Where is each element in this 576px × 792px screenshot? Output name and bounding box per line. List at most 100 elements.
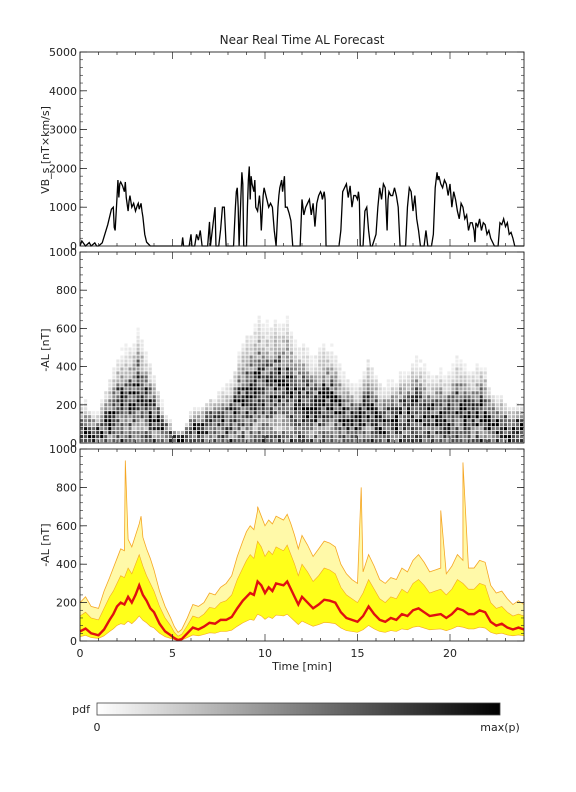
- pdf-cell: [140, 371, 144, 375]
- pdf-cell: [289, 335, 294, 339]
- pdf-cell: [427, 415, 431, 419]
- pdf-cell: [112, 427, 116, 431]
- pdf-cell: [293, 359, 298, 363]
- pdf-cell: [346, 403, 350, 407]
- pdf-cell: [503, 419, 507, 423]
- pdf-cell: [172, 435, 176, 439]
- pdf-cell: [217, 431, 221, 435]
- pdf-cell: [455, 435, 459, 439]
- pdf-cell: [116, 403, 120, 407]
- pdf-cell: [148, 387, 152, 391]
- pdf-cell: [261, 371, 265, 375]
- pdf-cell: [152, 391, 156, 395]
- pdf-cell: [225, 391, 229, 395]
- pdf-cell: [249, 407, 253, 411]
- pdf-cell: [342, 403, 346, 407]
- pdf-cell: [112, 387, 116, 391]
- pdf-cell: [310, 379, 314, 383]
- pdf-cell: [318, 415, 322, 419]
- pdf-cell: [265, 383, 269, 387]
- pdf-cell: [346, 387, 350, 391]
- pdf-cell: [156, 419, 160, 423]
- pdf-cell: [160, 435, 164, 439]
- pdf-cell: [443, 407, 447, 411]
- pdf-cell: [495, 395, 499, 399]
- pdf-cell: [197, 435, 201, 439]
- forecast-median-line: [79, 579, 525, 642]
- pdf-cell: [88, 435, 92, 439]
- pdf-cell: [285, 359, 290, 363]
- pdf-cell: [289, 359, 294, 363]
- pdf-cell: [233, 435, 237, 439]
- pdf-cell: [447, 423, 451, 427]
- pdf-cell: [322, 411, 326, 415]
- pdf-cell: [128, 363, 132, 367]
- pdf-cell: [148, 363, 152, 367]
- pdf-cell: [330, 419, 334, 423]
- pdf-cell: [253, 399, 257, 403]
- pdf-cell: [314, 427, 318, 431]
- pdf-cell: [390, 423, 394, 427]
- pdf-cell: [269, 379, 273, 383]
- pdf-cell: [160, 427, 164, 431]
- pdf-cell: [475, 391, 479, 395]
- pdf-cell: [221, 411, 225, 415]
- pdf-cell: [507, 431, 512, 435]
- pdf-cell: [245, 435, 249, 439]
- pdf-cell: [410, 391, 415, 395]
- pdf-cell: [241, 427, 245, 431]
- pdf-cell: [439, 419, 443, 423]
- pdf-cell: [136, 351, 140, 355]
- pdf-cell: [277, 403, 281, 407]
- pdf-cell: [346, 419, 350, 423]
- pdf-cell: [152, 411, 156, 415]
- pdf-cell: [338, 439, 342, 443]
- pdf-cell: [382, 399, 386, 403]
- pdf-cell: [314, 363, 318, 367]
- pdf-cell: [330, 343, 334, 347]
- pdf-cell: [225, 439, 229, 443]
- pdf-cell: [297, 411, 302, 415]
- pdf-cell: [104, 391, 108, 395]
- pdf-cell: [281, 399, 285, 403]
- pdf-cell: [362, 403, 366, 407]
- pdf-cell: [358, 391, 362, 395]
- pdf-cell: [124, 379, 128, 383]
- pdf-cell: [479, 435, 483, 439]
- pdf-cell: [249, 347, 253, 351]
- pdf-cell: [419, 395, 423, 399]
- pdf-cell: [406, 419, 411, 423]
- pdf-cell: [443, 391, 447, 395]
- pdf-cell: [281, 351, 285, 355]
- pdf-cell: [427, 399, 431, 403]
- pdf-cell: [144, 423, 148, 427]
- pdf-cell: [132, 431, 136, 435]
- pdf-cell: [366, 367, 370, 371]
- pdf-cell: [358, 439, 362, 443]
- pdf-cell: [459, 395, 463, 399]
- pdf-cell: [160, 403, 164, 407]
- pdf-cell: [366, 379, 370, 383]
- pdf-cell: [84, 407, 88, 411]
- pdf-cell: [124, 439, 128, 443]
- pdf-cell: [144, 399, 148, 403]
- pdf-cell: [398, 435, 403, 439]
- pdf-cell: [402, 387, 407, 391]
- pdf-cell: [374, 411, 378, 415]
- pdf-cell: [281, 419, 285, 423]
- pdf-cell: [225, 407, 229, 411]
- pdf-cell: [128, 371, 132, 375]
- pdf-cell: [193, 427, 197, 431]
- pdf-cell: [289, 431, 294, 435]
- pdf-cell: [334, 403, 338, 407]
- pdf-cell: [423, 427, 427, 431]
- pdf-cell: [188, 427, 193, 431]
- pdf-cell: [245, 367, 249, 371]
- pdf-cell: [257, 323, 261, 327]
- pdf-cell: [285, 379, 290, 383]
- pdf-cell: [354, 407, 358, 411]
- pdf-cell: [269, 407, 273, 411]
- pdf-cell: [310, 415, 314, 419]
- pdf-cell: [281, 323, 285, 327]
